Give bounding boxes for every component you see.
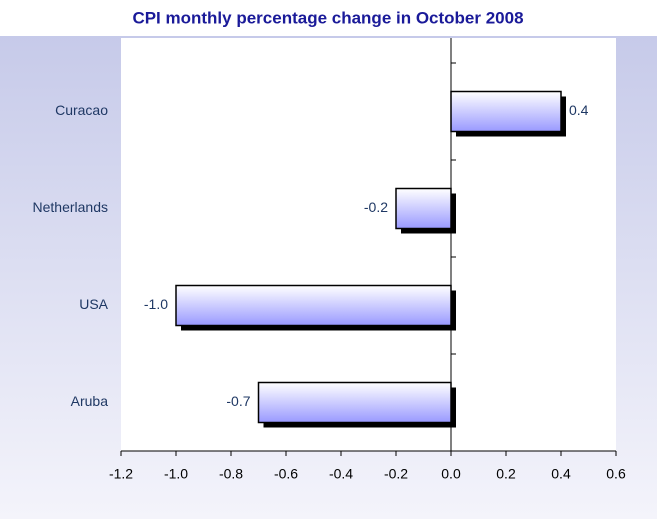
x-tick-label: 0.0	[441, 466, 461, 482]
x-tick-label: -1.0	[164, 466, 188, 482]
value-label: -0.2	[364, 199, 388, 215]
x-tick-label: 0.2	[496, 466, 516, 482]
bar	[395, 187, 452, 230]
y-tick-label: Curacao	[55, 102, 108, 118]
y-tick-label: USA	[79, 296, 108, 312]
chart-title: CPI monthly percentage change in October…	[132, 8, 523, 27]
x-tick-label: -0.4	[329, 466, 353, 482]
x-tick-label: 0.4	[551, 466, 571, 482]
value-label: -1.0	[144, 296, 168, 312]
y-tick-label: Aruba	[71, 393, 109, 409]
x-tick-label: -1.2	[109, 466, 133, 482]
y-tick-label: Netherlands	[33, 199, 109, 215]
x-tick-label: -0.2	[384, 466, 408, 482]
bar	[175, 284, 452, 327]
value-label: -0.7	[226, 393, 250, 409]
bar	[450, 90, 562, 133]
x-tick-label: 0.6	[606, 466, 626, 482]
value-label: 0.4	[569, 102, 589, 118]
x-tick-label: -0.6	[274, 466, 298, 482]
title-band	[0, 0, 657, 36]
bar	[257, 381, 452, 424]
x-tick-label: -0.8	[219, 466, 243, 482]
